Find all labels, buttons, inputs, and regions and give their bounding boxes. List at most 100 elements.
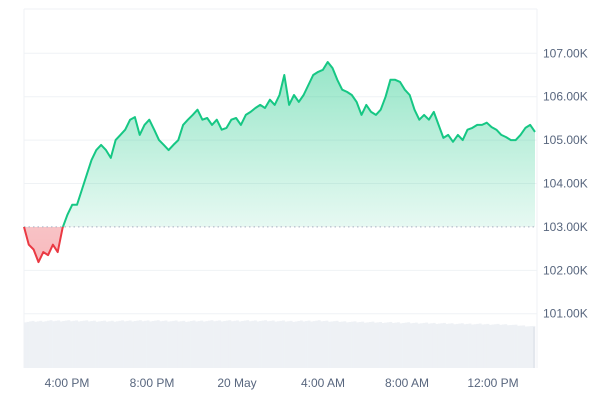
volume-bar xyxy=(207,320,211,368)
volume-bar xyxy=(110,320,114,368)
y-tick-label: 103.00K xyxy=(543,220,588,234)
volume-bar xyxy=(100,321,104,368)
volume-bar xyxy=(371,321,375,368)
volume-bar xyxy=(397,322,400,368)
volume-bar xyxy=(376,322,380,368)
volume-bar xyxy=(54,320,58,368)
volume-bar xyxy=(514,324,518,368)
volume-bar xyxy=(187,321,191,368)
volume-bar xyxy=(87,321,91,368)
volume-bar xyxy=(404,322,408,368)
volume-bars xyxy=(24,320,536,368)
volume-bar xyxy=(156,320,160,368)
volume-bar xyxy=(225,320,229,368)
volume-bar xyxy=(146,320,150,368)
volume-bar xyxy=(366,322,370,368)
volume-bar xyxy=(381,323,385,368)
volume-bar xyxy=(26,321,30,368)
volume-bar xyxy=(121,320,124,368)
volume-bar xyxy=(31,320,35,368)
volume-bar xyxy=(115,321,119,368)
volume-bar xyxy=(506,325,510,368)
volume-bar xyxy=(527,326,531,368)
volume-bar xyxy=(141,321,145,368)
volume-bar xyxy=(460,323,464,368)
volume-bar xyxy=(52,321,55,368)
x-tick-label: 4:00 PM xyxy=(45,376,90,390)
volume-bar xyxy=(422,322,426,368)
volume-bar xyxy=(284,321,288,368)
volume-bar xyxy=(259,321,262,368)
volume-bar xyxy=(443,322,446,368)
volume-bar xyxy=(501,324,505,368)
volume-bar xyxy=(210,320,214,368)
volume-bar xyxy=(67,320,71,368)
volume-bar xyxy=(215,320,219,368)
volume-bar xyxy=(44,321,48,368)
volume-bar xyxy=(417,323,421,368)
volume-bar xyxy=(172,320,176,368)
volume-bar xyxy=(149,321,153,368)
volume-bar xyxy=(59,321,63,368)
y-tick-label: 105.00K xyxy=(543,133,588,147)
volume-bar xyxy=(361,321,365,368)
volume-bar xyxy=(246,320,250,368)
volume-bar xyxy=(310,321,314,368)
volume-bar xyxy=(468,323,472,368)
price-series xyxy=(23,61,537,264)
x-tick-label: 8:00 PM xyxy=(130,376,175,390)
volume-bar xyxy=(36,321,40,368)
x-tick-label: 4:00 AM xyxy=(301,376,345,390)
volume-bar xyxy=(524,326,528,368)
volume-bar xyxy=(192,320,196,368)
volume-bar xyxy=(266,321,270,368)
volume-bar xyxy=(164,320,168,368)
volume-bar xyxy=(182,320,186,368)
volume-bar xyxy=(522,325,526,368)
volume-bar xyxy=(317,320,321,368)
volume-bar xyxy=(338,321,342,368)
volume-bar xyxy=(57,320,61,368)
volume-bar xyxy=(340,321,344,368)
area-fill-up xyxy=(24,62,535,227)
volume-bar xyxy=(491,324,495,368)
volume-bar xyxy=(108,321,112,368)
volume-bar xyxy=(138,320,142,368)
volume-bar xyxy=(384,322,388,368)
volume-bar xyxy=(351,321,354,368)
volume-bar xyxy=(49,320,53,368)
y-tick-label: 101.00K xyxy=(543,307,588,321)
volume-bar xyxy=(330,321,334,368)
volume-bar xyxy=(92,320,96,368)
volume-bar xyxy=(512,324,515,368)
volume-bar xyxy=(504,324,508,368)
volume-bar xyxy=(261,320,265,368)
volume-bar xyxy=(177,321,181,368)
volume-bar xyxy=(437,323,441,368)
volume-bar xyxy=(386,322,390,368)
volume-bar xyxy=(358,322,362,368)
volume-bar xyxy=(228,320,232,368)
volume-bar xyxy=(274,321,278,368)
volume-bar xyxy=(391,322,395,368)
x-tick-label: 12:00 PM xyxy=(467,376,518,390)
volume-bar xyxy=(271,320,275,368)
volume-bar xyxy=(307,320,311,368)
y-axis: 107.00K 106.00K 105.00K 104.00K 103.00K 102.0… xyxy=(543,46,588,320)
x-tick-label: 20 May xyxy=(217,376,256,390)
volume-bar xyxy=(248,321,252,368)
volume-bar xyxy=(179,321,183,368)
volume-bar xyxy=(289,320,293,368)
volume-bar xyxy=(325,320,329,368)
volume-bar xyxy=(238,321,242,368)
volume-bar xyxy=(363,322,367,368)
volume-bar xyxy=(131,321,135,368)
volume-bar xyxy=(356,322,360,368)
volume-bar xyxy=(72,320,76,368)
y-tick-label: 106.00K xyxy=(543,90,588,104)
volume-bar xyxy=(118,320,122,368)
volume-bar xyxy=(466,323,469,368)
volume-bar xyxy=(169,321,173,368)
volume-bar xyxy=(205,321,209,368)
volume-bar xyxy=(154,320,158,368)
